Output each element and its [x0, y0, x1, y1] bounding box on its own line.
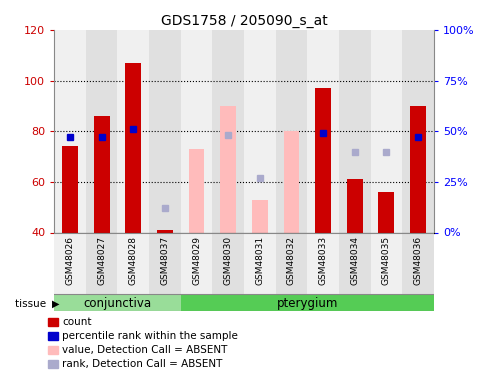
Bar: [252, 200, 268, 232]
Bar: [125, 63, 141, 232]
Bar: [181, 30, 212, 232]
Bar: [244, 232, 276, 294]
Bar: [307, 30, 339, 232]
Text: GSM48031: GSM48031: [255, 236, 264, 285]
Bar: [371, 30, 402, 232]
Text: GSM48037: GSM48037: [160, 236, 170, 285]
Text: GSM48034: GSM48034: [350, 236, 359, 285]
Text: pterygium: pterygium: [277, 297, 338, 310]
Bar: [212, 30, 244, 232]
Text: GSM48030: GSM48030: [224, 236, 233, 285]
Bar: [48, 318, 58, 326]
Bar: [86, 232, 117, 294]
Text: GSM48035: GSM48035: [382, 236, 391, 285]
Bar: [276, 30, 307, 232]
Bar: [54, 294, 181, 311]
Bar: [339, 232, 371, 294]
Bar: [62, 147, 78, 232]
Bar: [149, 232, 181, 294]
Bar: [402, 232, 434, 294]
Bar: [48, 346, 58, 354]
Text: GSM48026: GSM48026: [66, 236, 74, 285]
Text: GSM48027: GSM48027: [97, 236, 106, 285]
Bar: [283, 131, 299, 232]
Text: GSM48036: GSM48036: [414, 236, 423, 285]
Bar: [48, 360, 58, 368]
Bar: [54, 232, 86, 294]
Text: GSM48032: GSM48032: [287, 236, 296, 285]
Bar: [244, 30, 276, 232]
Bar: [276, 232, 307, 294]
Text: percentile rank within the sample: percentile rank within the sample: [62, 331, 238, 341]
Bar: [86, 30, 117, 232]
Bar: [220, 106, 236, 232]
Bar: [315, 88, 331, 232]
Bar: [181, 232, 212, 294]
Bar: [339, 30, 371, 232]
Bar: [307, 232, 339, 294]
Bar: [212, 232, 244, 294]
Text: tissue: tissue: [15, 298, 49, 309]
Text: value, Detection Call = ABSENT: value, Detection Call = ABSENT: [62, 345, 228, 355]
Text: rank, Detection Call = ABSENT: rank, Detection Call = ABSENT: [62, 359, 223, 369]
Text: GSM48029: GSM48029: [192, 236, 201, 285]
Bar: [117, 232, 149, 294]
Bar: [94, 116, 109, 232]
Text: GSM48028: GSM48028: [129, 236, 138, 285]
Bar: [410, 106, 426, 232]
Bar: [181, 294, 434, 311]
Text: count: count: [62, 317, 92, 327]
Text: GSM48033: GSM48033: [318, 236, 328, 285]
Bar: [157, 230, 173, 232]
Bar: [48, 332, 58, 340]
Bar: [54, 30, 86, 232]
Bar: [149, 30, 181, 232]
Bar: [402, 30, 434, 232]
Text: ▶: ▶: [52, 298, 59, 309]
Bar: [117, 30, 149, 232]
Text: conjunctiva: conjunctiva: [83, 297, 151, 310]
Bar: [189, 149, 205, 232]
Title: GDS1758 / 205090_s_at: GDS1758 / 205090_s_at: [161, 13, 327, 28]
Bar: [371, 232, 402, 294]
Bar: [347, 179, 363, 232]
Bar: [379, 192, 394, 232]
